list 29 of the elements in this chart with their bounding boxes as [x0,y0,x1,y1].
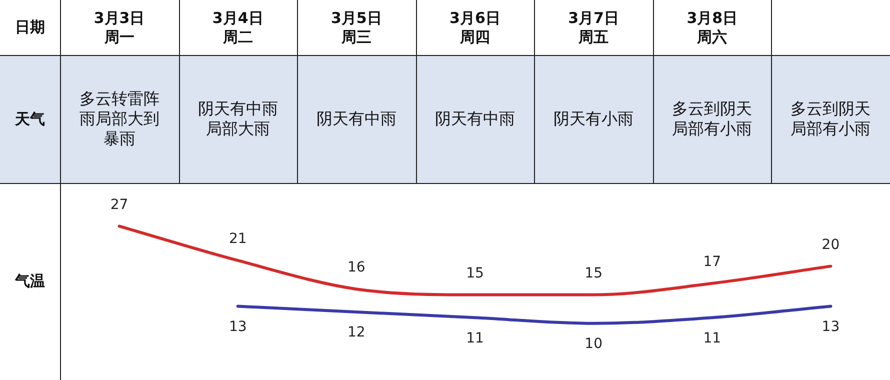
data-label: 20 [822,236,840,253]
x-tick-label: 3月7日周五 [568,8,620,46]
data-label: 17 [703,254,722,270]
text: 多云到阴天局部有小雨 [671,99,754,139]
text: 多云转雷阵雨局部大到暴雨 [78,89,160,149]
data-label: 15 [584,265,602,282]
data-label: 11 [703,330,722,346]
data-label: 11 [466,330,484,346]
data-label: 13 [228,318,247,335]
x-tick-label: 3月5日周三 [330,8,382,46]
x-tick-label: 3月4日周二 [212,8,264,46]
data-label: 12 [348,324,366,341]
text: 阴天有中雨局部大雨 [196,99,279,139]
text: 阴天有中雨 [434,109,515,129]
data-label: 21 [228,231,247,248]
text: 天气 [15,109,45,129]
text: 阴天有小雨 [554,109,634,129]
data-label: 27 [110,196,128,213]
data-label: 16 [348,260,366,276]
data-label: 15 [466,265,484,282]
text: 阴天有中雨 [316,109,396,129]
text: 多云到阴天局部有小雨 [790,99,872,139]
y-axis-title: 气温 [15,272,45,291]
x-tick-label: 3月6日周四 [448,8,501,46]
x-tick-label: 3月8日周六 [686,8,738,46]
data-label: 10 [584,336,602,352]
data-label: 13 [822,318,840,335]
x-axis-title: 日期 [15,18,45,37]
x-tick-label: 3月3日周一 [93,8,146,46]
